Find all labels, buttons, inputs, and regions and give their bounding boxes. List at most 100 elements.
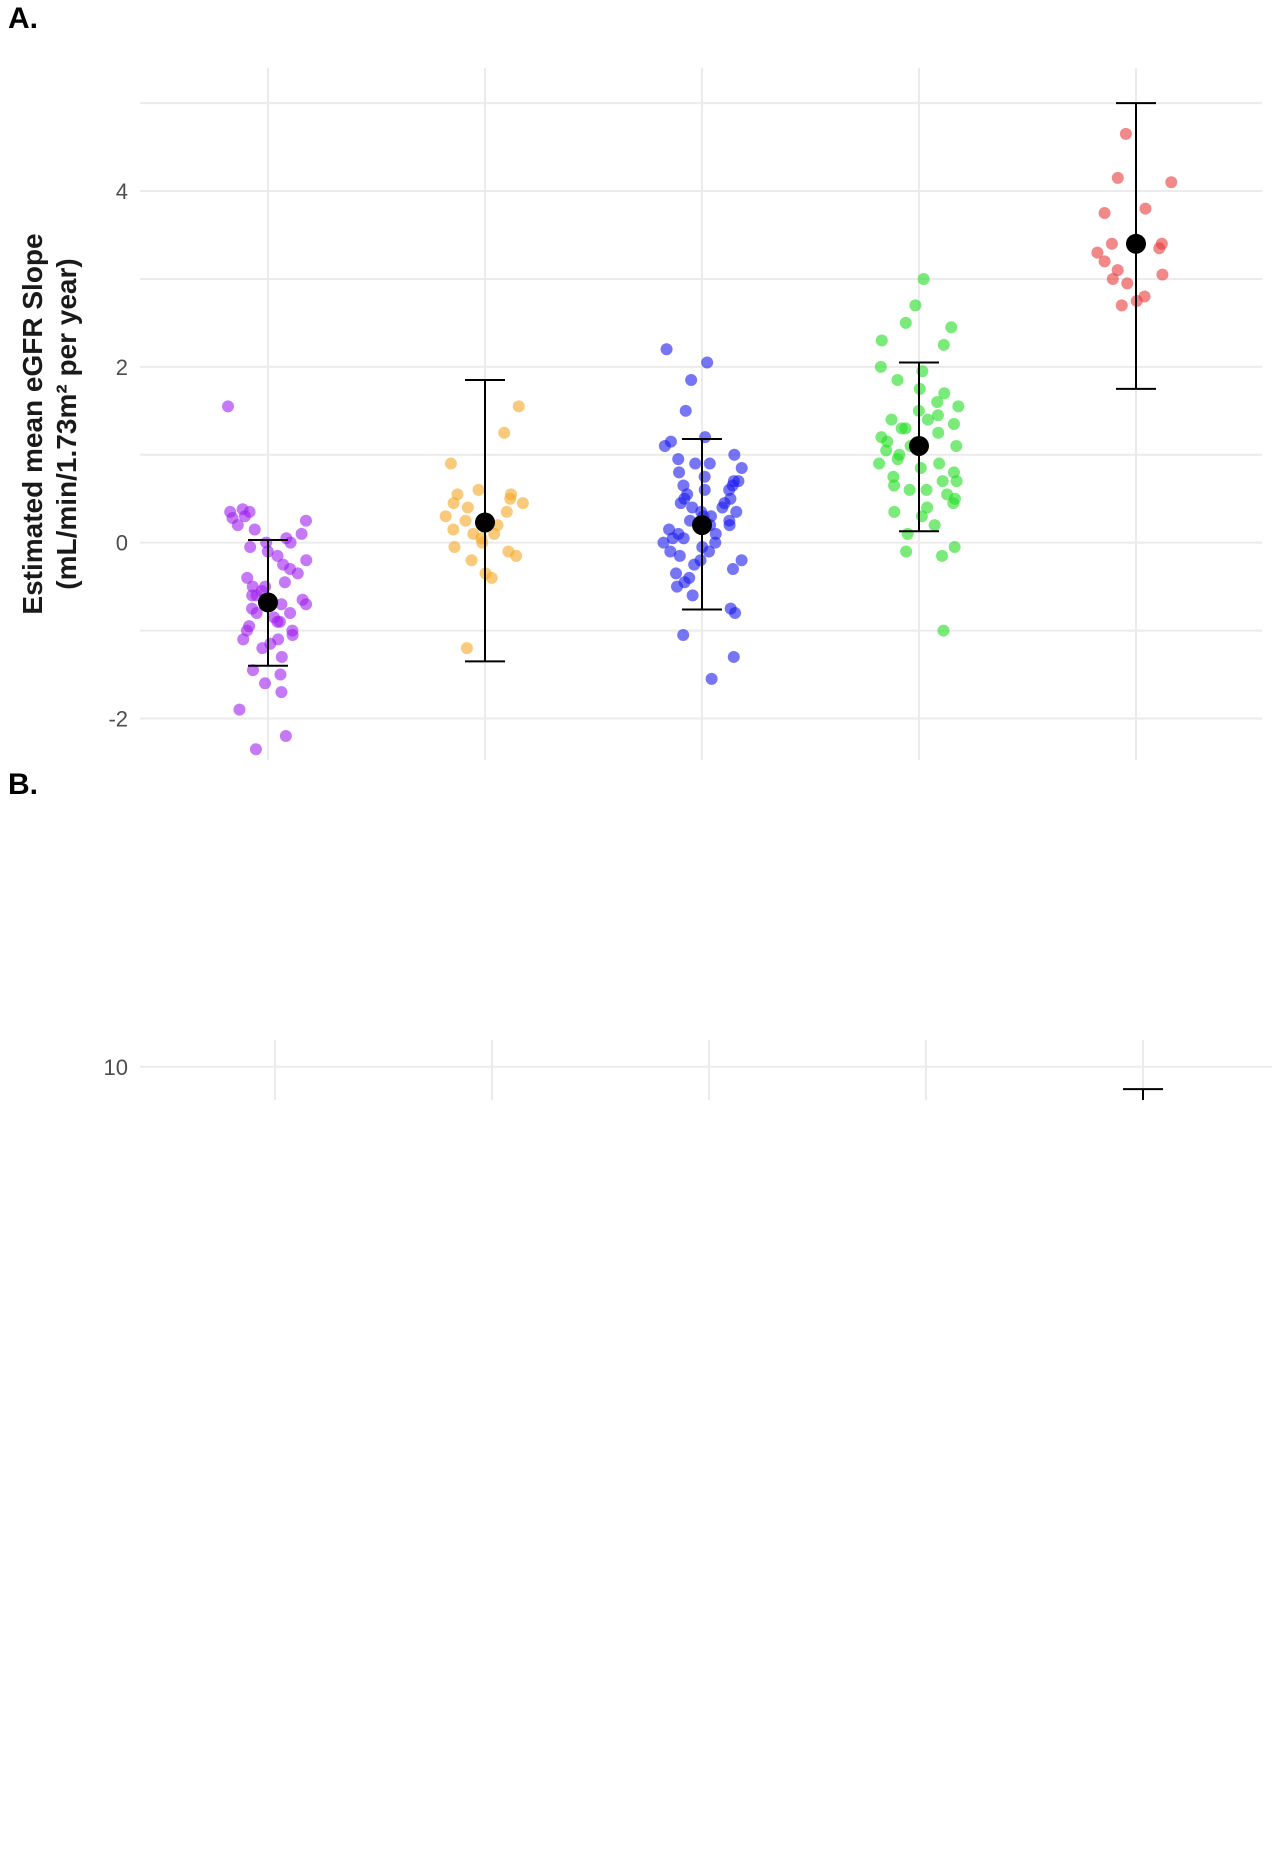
data-point [516, 497, 529, 510]
data-point [259, 677, 272, 690]
data-point [891, 374, 904, 387]
data-point [921, 501, 934, 514]
data-point [275, 598, 288, 611]
data-point [875, 334, 888, 347]
data-point [726, 479, 739, 492]
data-point [657, 536, 670, 549]
data-point [248, 523, 261, 536]
mean-marker [1126, 233, 1146, 254]
y-axis-label-line2: (mL/min/1.73m² per year) [51, 258, 82, 589]
data-point [1111, 264, 1124, 277]
data-point [504, 492, 517, 505]
data-point [447, 497, 460, 510]
data-point [702, 545, 715, 558]
data-point [664, 545, 677, 558]
data-point [241, 571, 254, 584]
data-point [703, 457, 716, 470]
data-point [937, 624, 950, 637]
data-point [685, 374, 698, 387]
data-point [727, 650, 740, 663]
data-point [271, 549, 284, 562]
data-point [928, 519, 941, 532]
data-point [275, 686, 288, 699]
data-point [461, 501, 474, 514]
data-point [729, 606, 742, 619]
data-point [512, 400, 525, 413]
data-point [500, 505, 513, 518]
data-point [284, 606, 297, 619]
data-point [932, 426, 945, 439]
chart-b: -50510Estimated mean eGFR Slope(mL/min/1… [104, 1040, 1272, 1100]
data-point [921, 413, 934, 426]
data-point [1106, 272, 1119, 285]
data-point [1091, 246, 1104, 259]
data-point [673, 549, 686, 562]
data-point [945, 321, 958, 334]
data-point [244, 541, 257, 554]
data-point [920, 483, 933, 496]
data-point [709, 527, 722, 540]
data-point [900, 545, 913, 558]
data-point [716, 501, 729, 514]
mean-marker [909, 435, 929, 456]
data-point [948, 541, 961, 554]
data-point [952, 400, 965, 413]
y-axis-label-line1: Estimated mean eGFR Slope [17, 233, 48, 614]
data-point [938, 387, 951, 400]
data-point [950, 439, 963, 452]
y-tick-label: -2 [108, 706, 128, 731]
data-point [709, 536, 722, 549]
data-point [1098, 255, 1111, 268]
data-point [498, 426, 511, 439]
data-point [909, 299, 922, 312]
y-tick-label: 10 [104, 1055, 128, 1080]
data-point [246, 664, 259, 677]
data-point [448, 541, 461, 554]
chart-a: -2 0 2 4 Estimated mean eGFR Slope (mL/min/1.… [17, 68, 1262, 760]
data-point [233, 703, 246, 716]
data-point [671, 580, 684, 593]
data-point [899, 316, 912, 329]
data-point [873, 457, 886, 470]
data-point [726, 563, 739, 576]
data-point [222, 400, 234, 413]
data-point [275, 650, 288, 663]
data-point [701, 356, 714, 369]
mean-marker [692, 515, 712, 536]
data-point [947, 418, 960, 430]
data-point [666, 532, 679, 545]
data-point [674, 497, 687, 510]
data-point [1119, 127, 1132, 140]
data-point [1121, 277, 1134, 290]
data-point [891, 453, 904, 466]
mean-marker [258, 592, 278, 613]
data-point [874, 360, 887, 373]
data-point [1115, 299, 1128, 312]
data-point [686, 589, 699, 602]
data-point [510, 549, 523, 562]
data-point [931, 396, 944, 409]
data-point [295, 527, 308, 540]
data-point [881, 435, 894, 448]
data-point [256, 642, 269, 655]
data-point [1153, 242, 1166, 255]
data-point [903, 483, 916, 496]
data-point [887, 470, 900, 483]
data-point [485, 571, 498, 584]
mean-marker [475, 512, 495, 533]
data-point [947, 497, 960, 510]
data-point [459, 514, 472, 527]
data-point [274, 668, 287, 681]
panel-a-label: A. [8, 2, 38, 35]
data-point [300, 554, 313, 567]
data-point [249, 743, 262, 756]
data-point [250, 606, 263, 619]
data-point [723, 514, 736, 527]
data-point [670, 567, 683, 580]
data-point [673, 466, 686, 479]
data-point [933, 457, 946, 470]
data-point [686, 501, 699, 514]
data-point [658, 439, 671, 452]
data-point [888, 479, 901, 492]
data-point [679, 404, 692, 417]
